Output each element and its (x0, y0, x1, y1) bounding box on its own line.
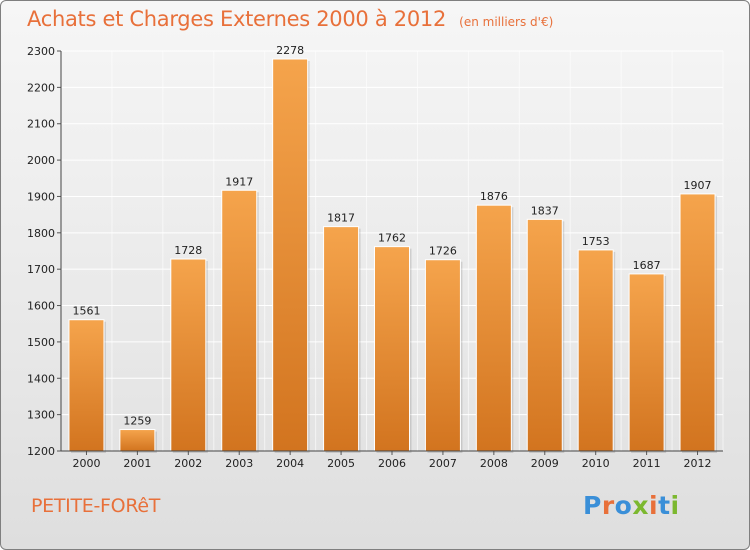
y-tick-label: 1300 (27, 409, 55, 422)
bar-2000 (68, 319, 105, 452)
bar-2008 (475, 204, 512, 452)
bar-2007 (424, 259, 461, 452)
value-label: 1753 (582, 235, 610, 248)
x-tick-label: 2005 (327, 457, 355, 470)
x-tick-label: 2000 (72, 457, 100, 470)
bar-2004 (272, 58, 309, 452)
x-tick-label: 2006 (378, 457, 406, 470)
x-tick-label: 2009 (531, 457, 559, 470)
value-label: 2278 (276, 44, 304, 57)
logo-letter: r (601, 491, 615, 520)
y-tick-label: 2300 (27, 45, 55, 58)
logo-letter: P (583, 491, 602, 520)
value-label: 1837 (531, 204, 559, 217)
chart-title-text: Achats et Charges Externes 2000 à 2012 (27, 7, 447, 31)
x-tick-label: 2011 (633, 457, 661, 470)
logo-letter: t (658, 491, 671, 520)
bars (68, 58, 718, 454)
value-label: 1917 (225, 175, 253, 188)
x-tick-label: 2008 (480, 457, 508, 470)
y-tick-label: 1700 (27, 263, 55, 276)
y-tick-label: 1200 (27, 445, 55, 458)
bar-2005 (323, 226, 360, 452)
bar-2006 (374, 246, 410, 452)
bar-2002 (170, 258, 207, 452)
x-tick-label: 2012 (684, 457, 712, 470)
value-label: 1259 (123, 415, 151, 428)
value-label: 1726 (429, 245, 457, 258)
x-tick-label: 2003 (225, 457, 253, 470)
y-tick-label: 1900 (27, 190, 55, 203)
value-label: 1561 (72, 305, 100, 318)
y-tick-label: 1600 (27, 300, 55, 313)
commune-name: PETITE-FORêT (31, 495, 161, 517)
value-label: 1728 (174, 244, 202, 257)
y-tick-label: 2200 (27, 81, 55, 94)
bar-2010 (577, 249, 614, 452)
x-tick-label: 2007 (429, 457, 457, 470)
y-tick-label: 1400 (27, 372, 55, 385)
logo-letter: o (614, 491, 633, 520)
value-label: 1762 (378, 232, 406, 245)
logo-letter: x (632, 491, 649, 520)
axes (57, 50, 723, 455)
x-tick-label: 2002 (174, 457, 202, 470)
logo-letter: i (649, 491, 659, 520)
x-tick-label: 2010 (582, 457, 610, 470)
bar-2012 (679, 193, 716, 452)
bar-2001 (119, 429, 156, 452)
value-label: 1817 (327, 212, 355, 225)
x-tick-label: 2004 (276, 457, 304, 470)
value-label: 1876 (480, 190, 508, 203)
value-label: 1907 (684, 179, 712, 192)
value-label: 1687 (633, 259, 661, 272)
y-tick-label: 2000 (27, 154, 55, 167)
bar-2009 (526, 218, 563, 452)
chart-title: Achats et Charges Externes 2000 à 2012 (… (27, 7, 553, 31)
chart-unit: (en milliers d'€) (459, 15, 554, 29)
y-tick-label: 2100 (27, 118, 55, 131)
labels: 1200 1300 1400 1500 1600 1700 1800 1900 2000 2100… (27, 44, 712, 470)
bar-2003 (221, 189, 258, 452)
y-tick-label: 1500 (27, 336, 55, 349)
x-tick-label: 2001 (123, 457, 151, 470)
proxiti-logo: Proxiti (583, 491, 680, 520)
bar-2011 (628, 273, 665, 452)
logo-letter: i (670, 491, 680, 520)
y-tick-label: 1800 (27, 227, 55, 240)
